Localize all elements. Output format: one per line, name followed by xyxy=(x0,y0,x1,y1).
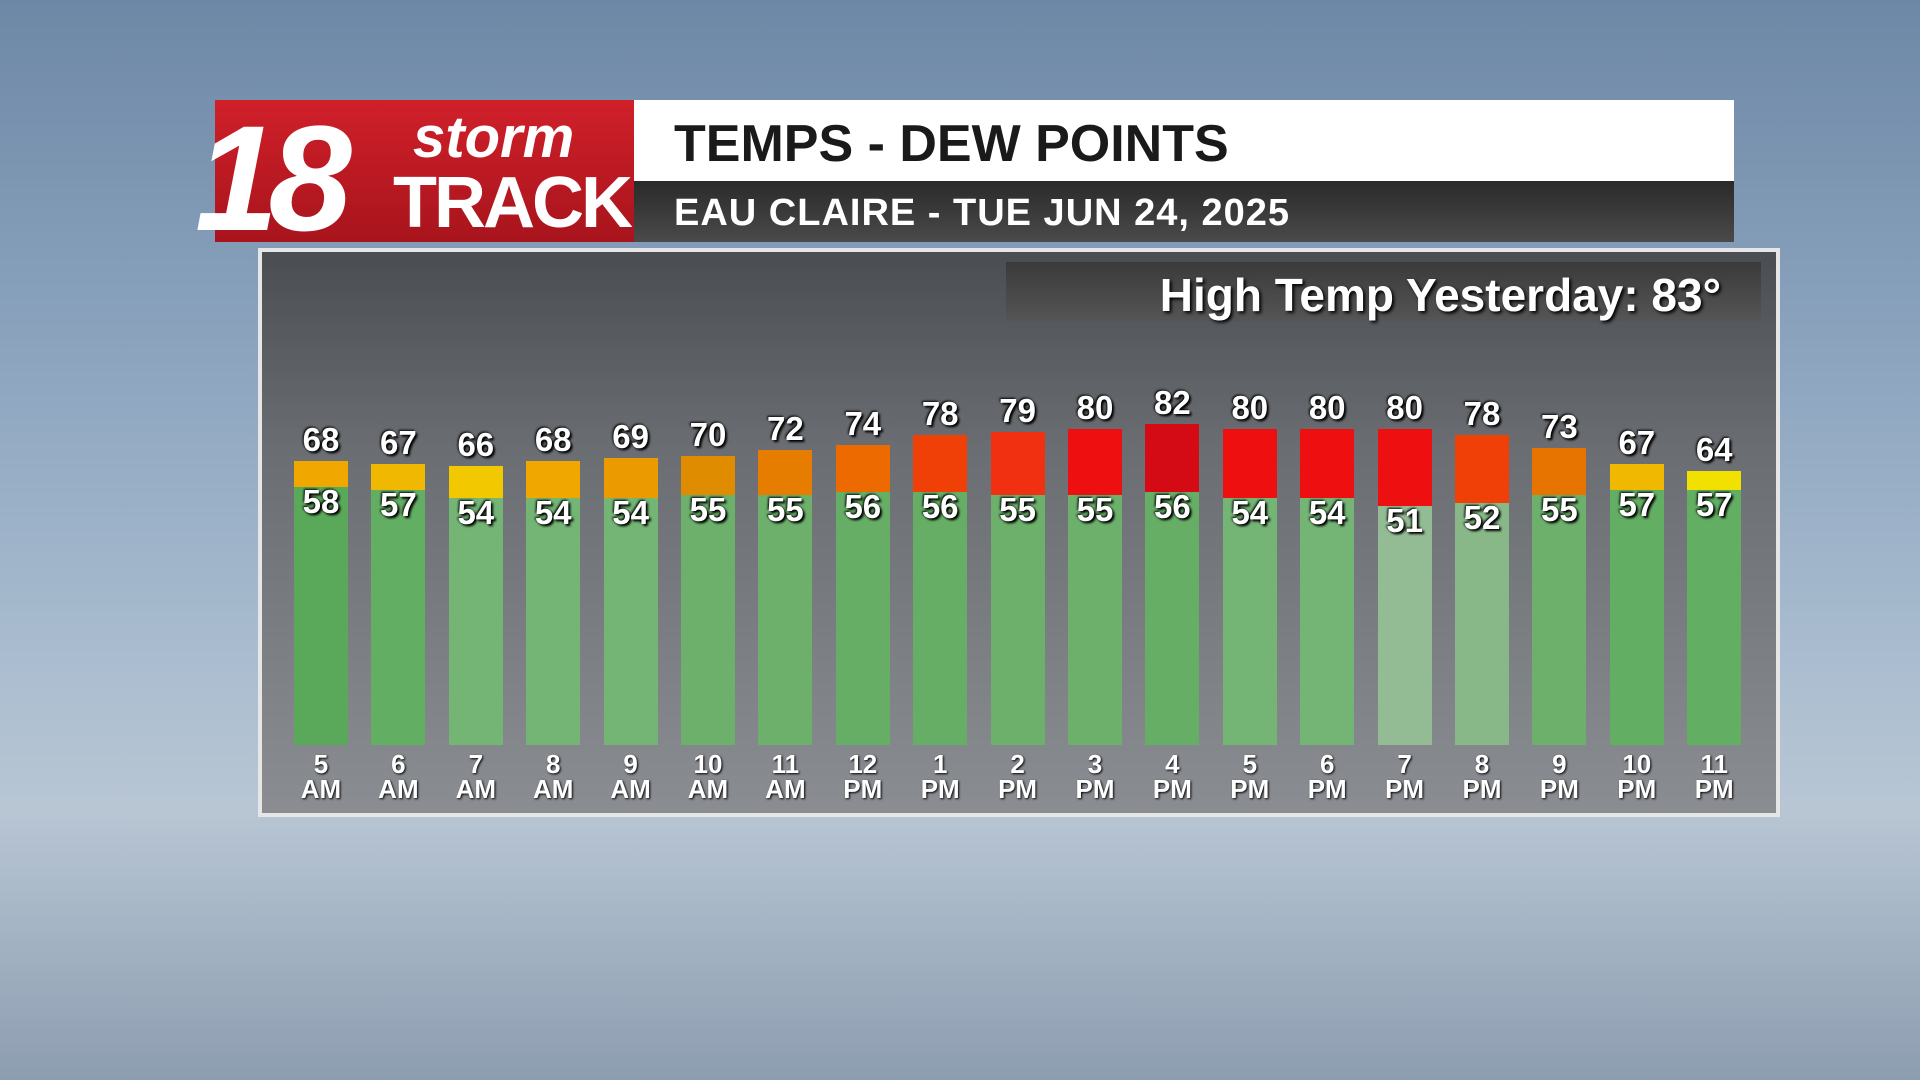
x-tick-label: 6 AM xyxy=(378,749,419,804)
title-bar: TEMPS - DEW POINTS xyxy=(634,100,1734,181)
value-label: 73 xyxy=(1541,407,1578,445)
x-tick-label: 2 PM xyxy=(998,749,1038,804)
bar xyxy=(1377,505,1432,745)
x-tick-label: 3 PM xyxy=(1075,749,1115,804)
value-label: 51 xyxy=(1386,501,1423,539)
subtitle-bar: EAU CLAIRE - TUE JUN 24, 2025 xyxy=(634,181,1734,242)
x-tick-label: 6 PM xyxy=(1307,749,1347,804)
x-tick-label: 7 AM xyxy=(455,749,497,804)
value-label: 68 xyxy=(302,420,340,458)
value-label: 67 xyxy=(1618,423,1656,461)
x-tick-label: 10 AM xyxy=(687,749,729,804)
logo-word: storm xyxy=(413,105,575,170)
logo: 18 storm TRACK xyxy=(195,94,634,262)
x-tick-label: 11 AM xyxy=(765,749,806,804)
x-tick-label: 12 PM xyxy=(843,749,883,804)
bar xyxy=(1687,489,1742,745)
value-label: 70 xyxy=(689,415,727,453)
bar xyxy=(913,492,968,745)
x-tick-label: 1 PM xyxy=(920,749,960,804)
bar xyxy=(1145,492,1200,745)
bar xyxy=(758,495,813,745)
bar xyxy=(526,497,581,745)
value-label: 79 xyxy=(999,391,1036,429)
bar xyxy=(835,492,890,745)
bar xyxy=(1222,497,1277,745)
logo-number: 18 xyxy=(195,94,352,262)
value-label: 58 xyxy=(302,483,340,521)
x-tick-label: 5 AM xyxy=(300,749,342,804)
value-label: 66 xyxy=(457,426,495,464)
x-tick-label: 5 PM xyxy=(1230,749,1270,804)
value-label: 55 xyxy=(999,491,1036,529)
value-label: 74 xyxy=(844,405,882,443)
x-tick-label: 8 AM xyxy=(532,749,574,804)
value-label: 55 xyxy=(1076,491,1114,529)
bar xyxy=(1068,495,1122,745)
bar xyxy=(371,489,426,745)
value-label: 57 xyxy=(1618,485,1656,523)
value-label: 55 xyxy=(1541,491,1578,529)
annotation: High Temp Yesterday: 83° xyxy=(1159,269,1721,321)
value-label: 69 xyxy=(612,418,649,456)
value-label: 68 xyxy=(534,420,572,458)
value-label: 52 xyxy=(1463,498,1501,536)
value-label: 72 xyxy=(767,410,804,448)
x-tick-label: 7 PM xyxy=(1385,749,1425,804)
value-label: 54 xyxy=(612,493,649,531)
value-label: 80 xyxy=(1231,389,1269,427)
bar xyxy=(1609,489,1664,745)
value-label: 78 xyxy=(1463,394,1501,432)
bar xyxy=(1455,502,1509,745)
value-label: 64 xyxy=(1695,431,1733,469)
value-label: 67 xyxy=(380,423,417,461)
x-tick-label: 8 PM xyxy=(1462,749,1502,804)
value-label: 55 xyxy=(767,491,804,529)
bar xyxy=(294,487,348,745)
value-label: 54 xyxy=(1231,493,1269,531)
value-label: 54 xyxy=(457,493,495,531)
value-label: 57 xyxy=(1695,485,1733,523)
value-label: 82 xyxy=(1154,384,1191,422)
bar xyxy=(1532,495,1587,745)
x-tick-label: 9 PM xyxy=(1539,749,1579,804)
bar xyxy=(681,495,735,745)
x-tick-label: 11 PM xyxy=(1694,749,1734,804)
bar xyxy=(990,495,1045,745)
value-label: 80 xyxy=(1076,389,1114,427)
value-label: 56 xyxy=(844,488,882,526)
value-label: 56 xyxy=(921,488,959,526)
logo-word: TRACK xyxy=(393,163,633,243)
bar xyxy=(448,497,503,745)
chart-title: TEMPS - DEW POINTS xyxy=(674,115,1229,173)
value-label: 54 xyxy=(1308,493,1346,531)
value-label: 80 xyxy=(1386,389,1423,427)
x-tick-label: 9 AM xyxy=(610,749,651,804)
value-label: 55 xyxy=(689,491,727,529)
bar xyxy=(1300,497,1355,745)
bar xyxy=(603,497,658,745)
chart-subtitle: EAU CLAIRE - TUE JUN 24, 2025 xyxy=(674,192,1291,234)
x-tick-label: 10 PM xyxy=(1617,749,1657,804)
value-label: 56 xyxy=(1154,488,1191,526)
value-label: 80 xyxy=(1308,389,1346,427)
value-label: 54 xyxy=(534,493,572,531)
value-label: 57 xyxy=(380,485,417,523)
value-label: 78 xyxy=(921,394,959,432)
x-tick-label: 4 PM xyxy=(1152,749,1192,804)
annotation-box: High Temp Yesterday: 83° xyxy=(1006,262,1761,321)
